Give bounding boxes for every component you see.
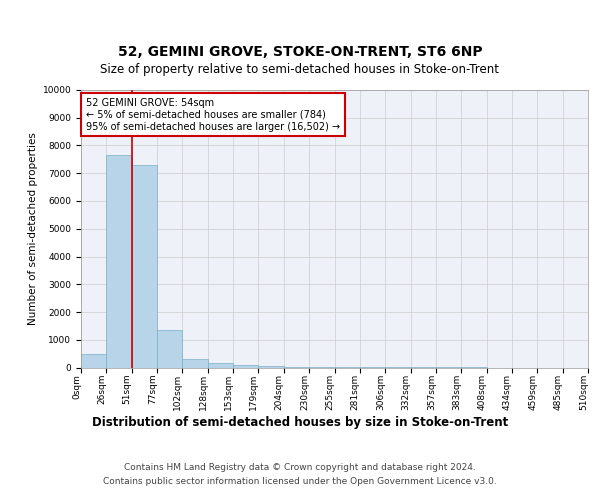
Text: Distribution of semi-detached houses by size in Stoke-on-Trent: Distribution of semi-detached houses by … [92, 416, 508, 429]
Text: Contains HM Land Registry data © Crown copyright and database right 2024.: Contains HM Land Registry data © Crown c… [124, 463, 476, 472]
Y-axis label: Number of semi-detached properties: Number of semi-detached properties [28, 132, 38, 325]
Bar [182, 359, 208, 368]
Bar [106, 155, 132, 368]
Bar [233, 366, 259, 368]
Bar [157, 330, 182, 368]
Bar [259, 366, 284, 368]
Text: Contains public sector information licensed under the Open Government Licence v3: Contains public sector information licen… [103, 476, 497, 486]
Bar [81, 354, 106, 368]
Text: Size of property relative to semi-detached houses in Stoke-on-Trent: Size of property relative to semi-detach… [101, 62, 499, 76]
Bar [132, 165, 157, 368]
Text: 52, GEMINI GROVE, STOKE-ON-TRENT, ST6 6NP: 52, GEMINI GROVE, STOKE-ON-TRENT, ST6 6N… [118, 46, 482, 60]
Bar [208, 364, 233, 368]
Bar [284, 367, 309, 368]
Text: 52 GEMINI GROVE: 54sqm
← 5% of semi-detached houses are smaller (784)
95% of sem: 52 GEMINI GROVE: 54sqm ← 5% of semi-deta… [86, 98, 340, 132]
